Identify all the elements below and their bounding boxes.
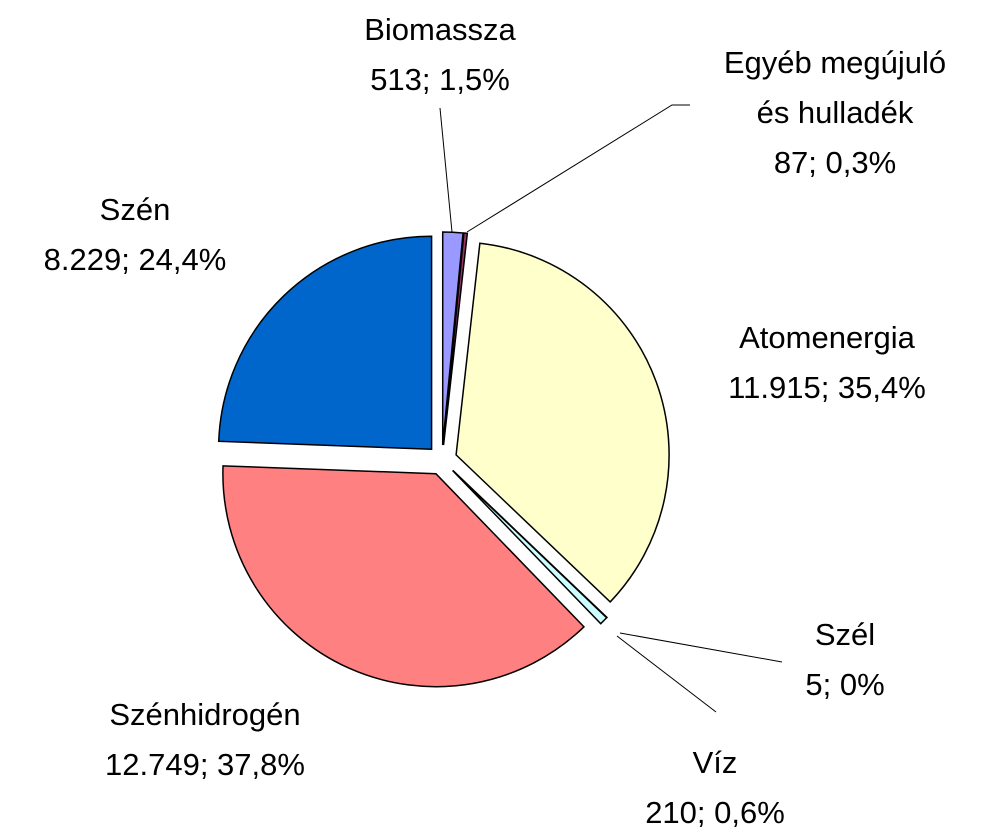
leader-line <box>466 104 690 233</box>
value-label: 11.915; 35,4% <box>728 370 926 405</box>
pie-slice <box>222 465 586 688</box>
category-name: Szén <box>99 192 171 227</box>
value-label: 210; 0,6% <box>645 795 785 830</box>
slice-label: Szénhidrogén 12.749; 37,8% <box>45 690 365 790</box>
slice-label: Biomassza 513; 1,5% <box>310 5 570 105</box>
category-name: Szénhidrogén <box>109 697 301 732</box>
value-label: 5; 0% <box>805 667 885 702</box>
slice-label: Atomenergia 11.915; 35,4% <box>677 313 977 413</box>
category-name: Egyéb megújuló és hulladék <box>723 45 947 130</box>
category-name: Biomassza <box>364 12 516 47</box>
category-name: Atomenergia <box>739 320 915 355</box>
leader-line <box>616 635 717 713</box>
slice-label: Szél 5; 0% <box>745 610 945 710</box>
leader-line <box>439 107 453 233</box>
value-label: 513; 1,5% <box>370 62 510 97</box>
pie-slice <box>452 470 608 625</box>
category-name: Víz <box>692 745 738 780</box>
pie-slice <box>455 242 670 603</box>
slice-label: Szén 8.229; 24,4% <box>0 185 285 285</box>
pie-slice <box>217 235 433 450</box>
pie-slice <box>442 232 469 446</box>
leader-line <box>619 632 783 663</box>
category-name: Szél <box>814 617 876 652</box>
value-label: 87; 0,3% <box>773 145 897 180</box>
value-label: 12.749; 37,8% <box>105 747 305 782</box>
value-label: 8.229; 24,4% <box>43 242 227 277</box>
slice-label: Egyéb megújuló és hulladék 87; 0,3% <box>705 38 965 188</box>
pie-slice <box>441 231 464 446</box>
slice-label: Víz 210; 0,6% <box>585 738 845 838</box>
